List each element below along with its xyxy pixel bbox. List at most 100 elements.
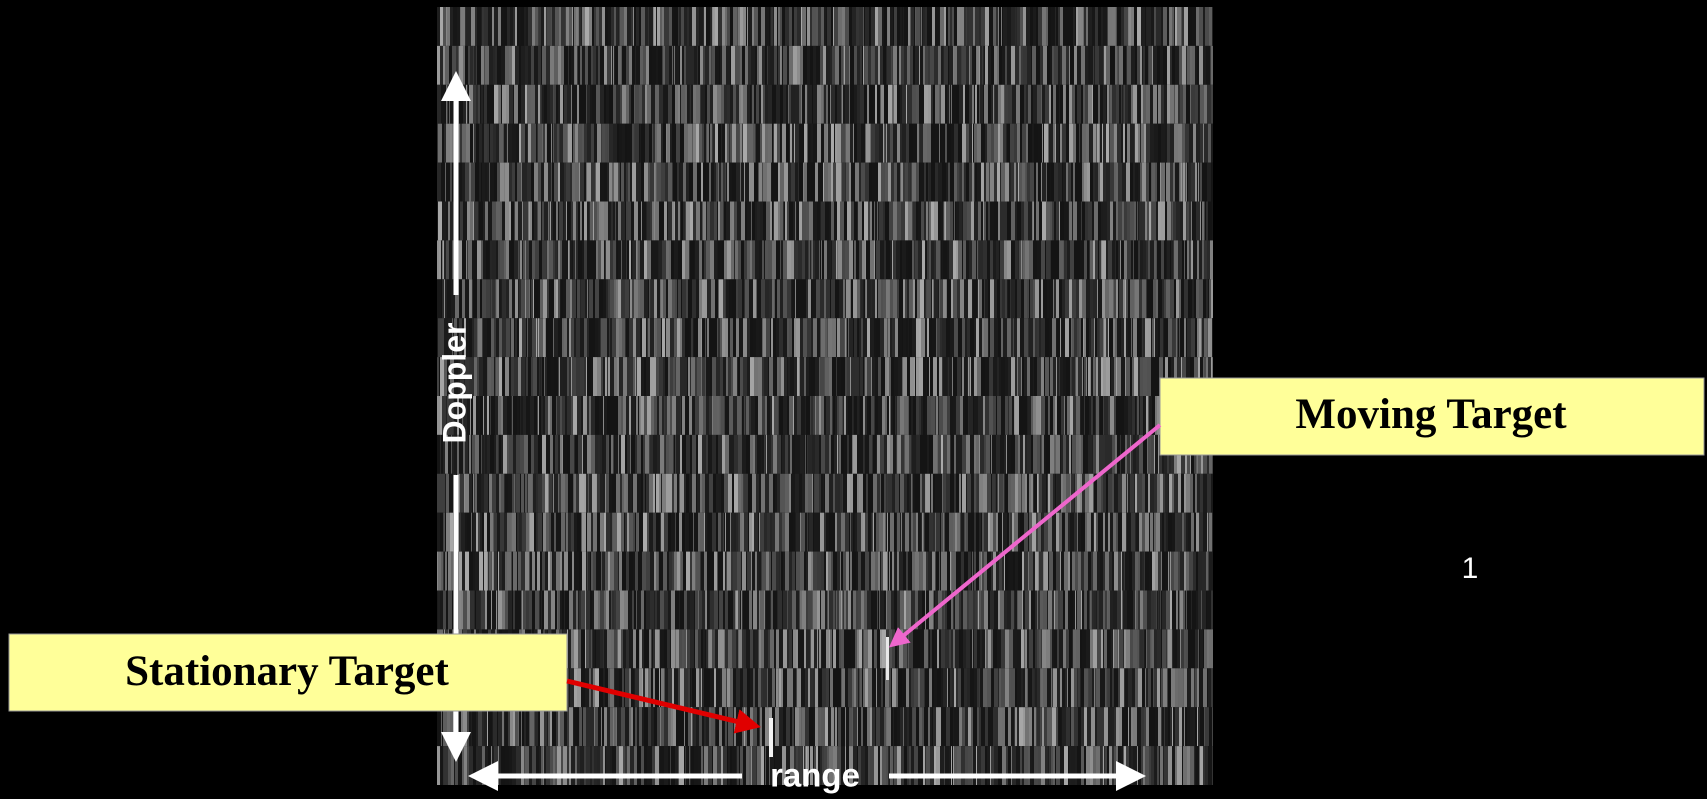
image-speckle: [968, 396, 969, 435]
image-speckle: [672, 552, 674, 591]
image-speckle: [482, 124, 484, 163]
image-speckle: [1094, 202, 1098, 241]
image-speckle: [727, 85, 730, 124]
image-speckle: [787, 318, 789, 357]
image-speckle: [522, 591, 523, 630]
image-speckle: [672, 202, 674, 241]
image-speckle: [616, 202, 618, 241]
image-speckle: [910, 85, 912, 124]
image-speckle: [1134, 240, 1138, 279]
image-speckle: [962, 474, 966, 513]
image-speckle: [460, 7, 461, 46]
image-speckle: [602, 7, 605, 46]
image-speckle: [577, 46, 578, 85]
image-speckle: [1204, 85, 1207, 124]
image-speckle: [1138, 202, 1139, 241]
image-speckle: [864, 357, 865, 396]
image-speckle: [1108, 396, 1110, 435]
image-speckle: [1056, 513, 1059, 552]
image-speckle: [1199, 163, 1200, 202]
image-speckle: [537, 396, 538, 435]
image-speckle: [629, 357, 633, 396]
image-speckle: [1202, 163, 1203, 202]
image-speckle: [474, 591, 475, 630]
image-speckle: [1199, 85, 1200, 124]
image-speckle: [802, 85, 804, 124]
image-speckle: [483, 357, 487, 396]
image-speckle: [702, 318, 705, 357]
image-speckle: [1031, 435, 1033, 474]
image-speckle: [1133, 591, 1135, 630]
image-speckle: [990, 435, 991, 474]
image-speckle: [1182, 240, 1184, 279]
image-speckle: [625, 202, 626, 241]
image-speckle: [514, 474, 515, 513]
image-speckle: [443, 591, 446, 630]
image-speckle: [843, 474, 847, 513]
image-speckle: [930, 357, 933, 396]
image-speckle: [1156, 279, 1158, 318]
image-speckle: [760, 202, 763, 241]
image-speckle: [935, 163, 938, 202]
image-speckle: [613, 435, 614, 474]
image-speckle: [878, 202, 879, 241]
image-speckle: [877, 357, 878, 396]
image-speckle: [562, 591, 564, 630]
image-speckle: [982, 279, 984, 318]
image-speckle: [1054, 46, 1058, 85]
image-speckle: [999, 46, 1002, 85]
image-speckle: [866, 474, 868, 513]
image-speckle: [1203, 163, 1207, 202]
image-speckle: [635, 552, 638, 591]
image-speckle: [500, 202, 502, 241]
image-speckle: [824, 357, 825, 396]
image-speckle: [699, 7, 703, 46]
image-speckle: [959, 202, 962, 241]
image-speckle: [754, 85, 756, 124]
image-speckle: [925, 513, 929, 552]
image-speckle: [847, 474, 850, 513]
image-speckle: [689, 318, 691, 357]
image-speckle: [446, 7, 447, 46]
image-speckle: [864, 85, 867, 124]
image-speckle: [782, 591, 783, 630]
image-speckle: [473, 474, 474, 513]
image-speckle: [887, 124, 890, 163]
image-speckle: [837, 318, 840, 357]
image-speckle: [950, 85, 951, 124]
image-speckle: [1085, 591, 1087, 630]
image-speckle: [1137, 163, 1138, 202]
image-speckle: [800, 318, 803, 357]
image-speckle: [1127, 202, 1130, 241]
image-speckle: [763, 85, 765, 124]
image-speckle: [572, 163, 575, 202]
image-speckle: [619, 124, 622, 163]
image-speckle: [969, 7, 973, 46]
image-speckle: [757, 46, 758, 85]
image-speckle: [989, 163, 990, 202]
image-speckle: [1131, 396, 1132, 435]
image-speckle: [1161, 124, 1165, 163]
image-speckle: [979, 279, 982, 318]
image-speckle: [1063, 7, 1066, 46]
image-speckle: [1179, 318, 1180, 357]
image-speckle: [1146, 279, 1147, 318]
image-speckle: [1126, 46, 1127, 85]
image-speckle: [727, 7, 730, 46]
image-speckle: [446, 202, 448, 241]
image-speckle: [681, 7, 684, 46]
image-speckle: [699, 240, 702, 279]
image-speckle: [618, 435, 619, 474]
image-speckle: [469, 85, 473, 124]
image-speckle: [485, 46, 489, 85]
image-speckle: [1031, 46, 1032, 85]
image-speckle: [813, 46, 816, 85]
image-speckle: [538, 7, 539, 46]
image-speckle: [1117, 124, 1121, 163]
image-speckle: [1078, 7, 1081, 46]
image-speckle: [746, 591, 749, 630]
image-speckle: [1170, 240, 1171, 279]
image-speckle: [444, 279, 445, 318]
image-speckle: [760, 591, 761, 630]
image-speckle: [726, 552, 727, 591]
